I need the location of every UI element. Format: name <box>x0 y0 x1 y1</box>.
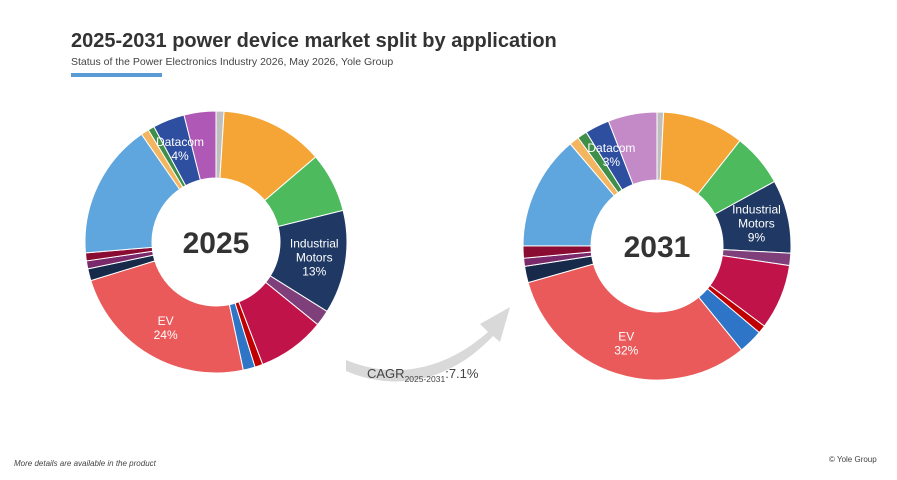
slice-label-1-3-2: 9% <box>748 230 766 244</box>
slice-label-1-3-1: Motors <box>738 216 775 230</box>
copyright: © Yole Group <box>829 455 877 464</box>
slice-label-0-8-0: EV <box>158 314 174 328</box>
growth-arrow <box>346 307 510 382</box>
slice-label-0-3-0: Industrial <box>290 237 339 251</box>
donut-center-label-0: 2025 <box>183 227 250 260</box>
donut-center-label-1: 2031 <box>624 231 691 264</box>
cagr-value: :7.1% <box>445 366 479 381</box>
donut-slice-1-16 <box>607 111 658 186</box>
donut-slice-1-8 <box>527 263 743 381</box>
cagr-label: CAGR2025-2031:7.1% <box>367 366 478 384</box>
slice-label-1-15-1: 3% <box>603 155 621 169</box>
slice-label-0-15-0: Datacom <box>156 135 204 149</box>
donut-slice-0-8 <box>90 260 244 374</box>
slice-label-1-3-0: Industrial <box>732 202 781 216</box>
cagr-prefix: CAGR <box>367 366 405 381</box>
title-accent-bar <box>71 73 162 77</box>
slice-label-1-15-0: Datacom <box>587 141 635 155</box>
slice-label-0-15-1: 4% <box>171 149 189 163</box>
slice-label-0-8-1: 24% <box>154 328 178 342</box>
page-subtitle: Status of the Power Electronics Industry… <box>71 56 394 68</box>
footnote: More details are available in the produc… <box>14 459 156 468</box>
slice-label-1-8-1: 32% <box>614 343 638 357</box>
cagr-period: 2025-2031 <box>404 374 446 384</box>
page-title: 2025-2031 power device market split by a… <box>71 30 557 52</box>
slice-label-0-3-1: Motors <box>296 251 333 265</box>
donut-slice-0-16 <box>183 110 217 181</box>
slice-label-0-3-2: 13% <box>302 265 326 279</box>
slice-label-1-8-0: EV <box>618 329 634 343</box>
